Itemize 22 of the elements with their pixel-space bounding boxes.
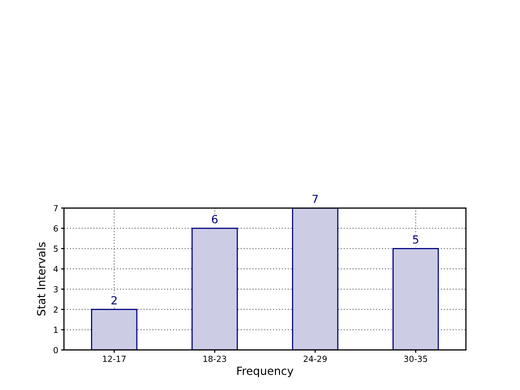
y-tick-label: 3 bbox=[54, 286, 58, 292]
y-tick-label: 6 bbox=[54, 225, 58, 232]
data-label: 6 bbox=[212, 214, 218, 224]
y-tick-label: 4 bbox=[54, 266, 58, 272]
x-tick-label: 24-29 bbox=[304, 356, 327, 362]
bar bbox=[192, 228, 238, 350]
y-tick-label: 2 bbox=[54, 306, 58, 313]
bar bbox=[91, 308, 138, 350]
data-label: 2 bbox=[111, 296, 117, 304]
y-axis-title: Stat Intervals bbox=[36, 242, 46, 316]
bar bbox=[292, 208, 338, 350]
x-tick-label: 12-17 bbox=[103, 356, 126, 362]
bar bbox=[392, 248, 439, 350]
x-tick-label: 18-23 bbox=[204, 356, 226, 362]
x-tick-label: 30-35 bbox=[404, 356, 428, 362]
data-label: 7 bbox=[312, 194, 318, 203]
y-tick-label: 5 bbox=[54, 246, 58, 252]
x-axis-title: Frequency bbox=[237, 366, 294, 378]
y-tick-label: 7 bbox=[54, 205, 58, 212]
data-label: 5 bbox=[413, 235, 418, 244]
y-tick-label: 1 bbox=[54, 326, 58, 333]
y-tick-label: 0 bbox=[54, 346, 58, 354]
